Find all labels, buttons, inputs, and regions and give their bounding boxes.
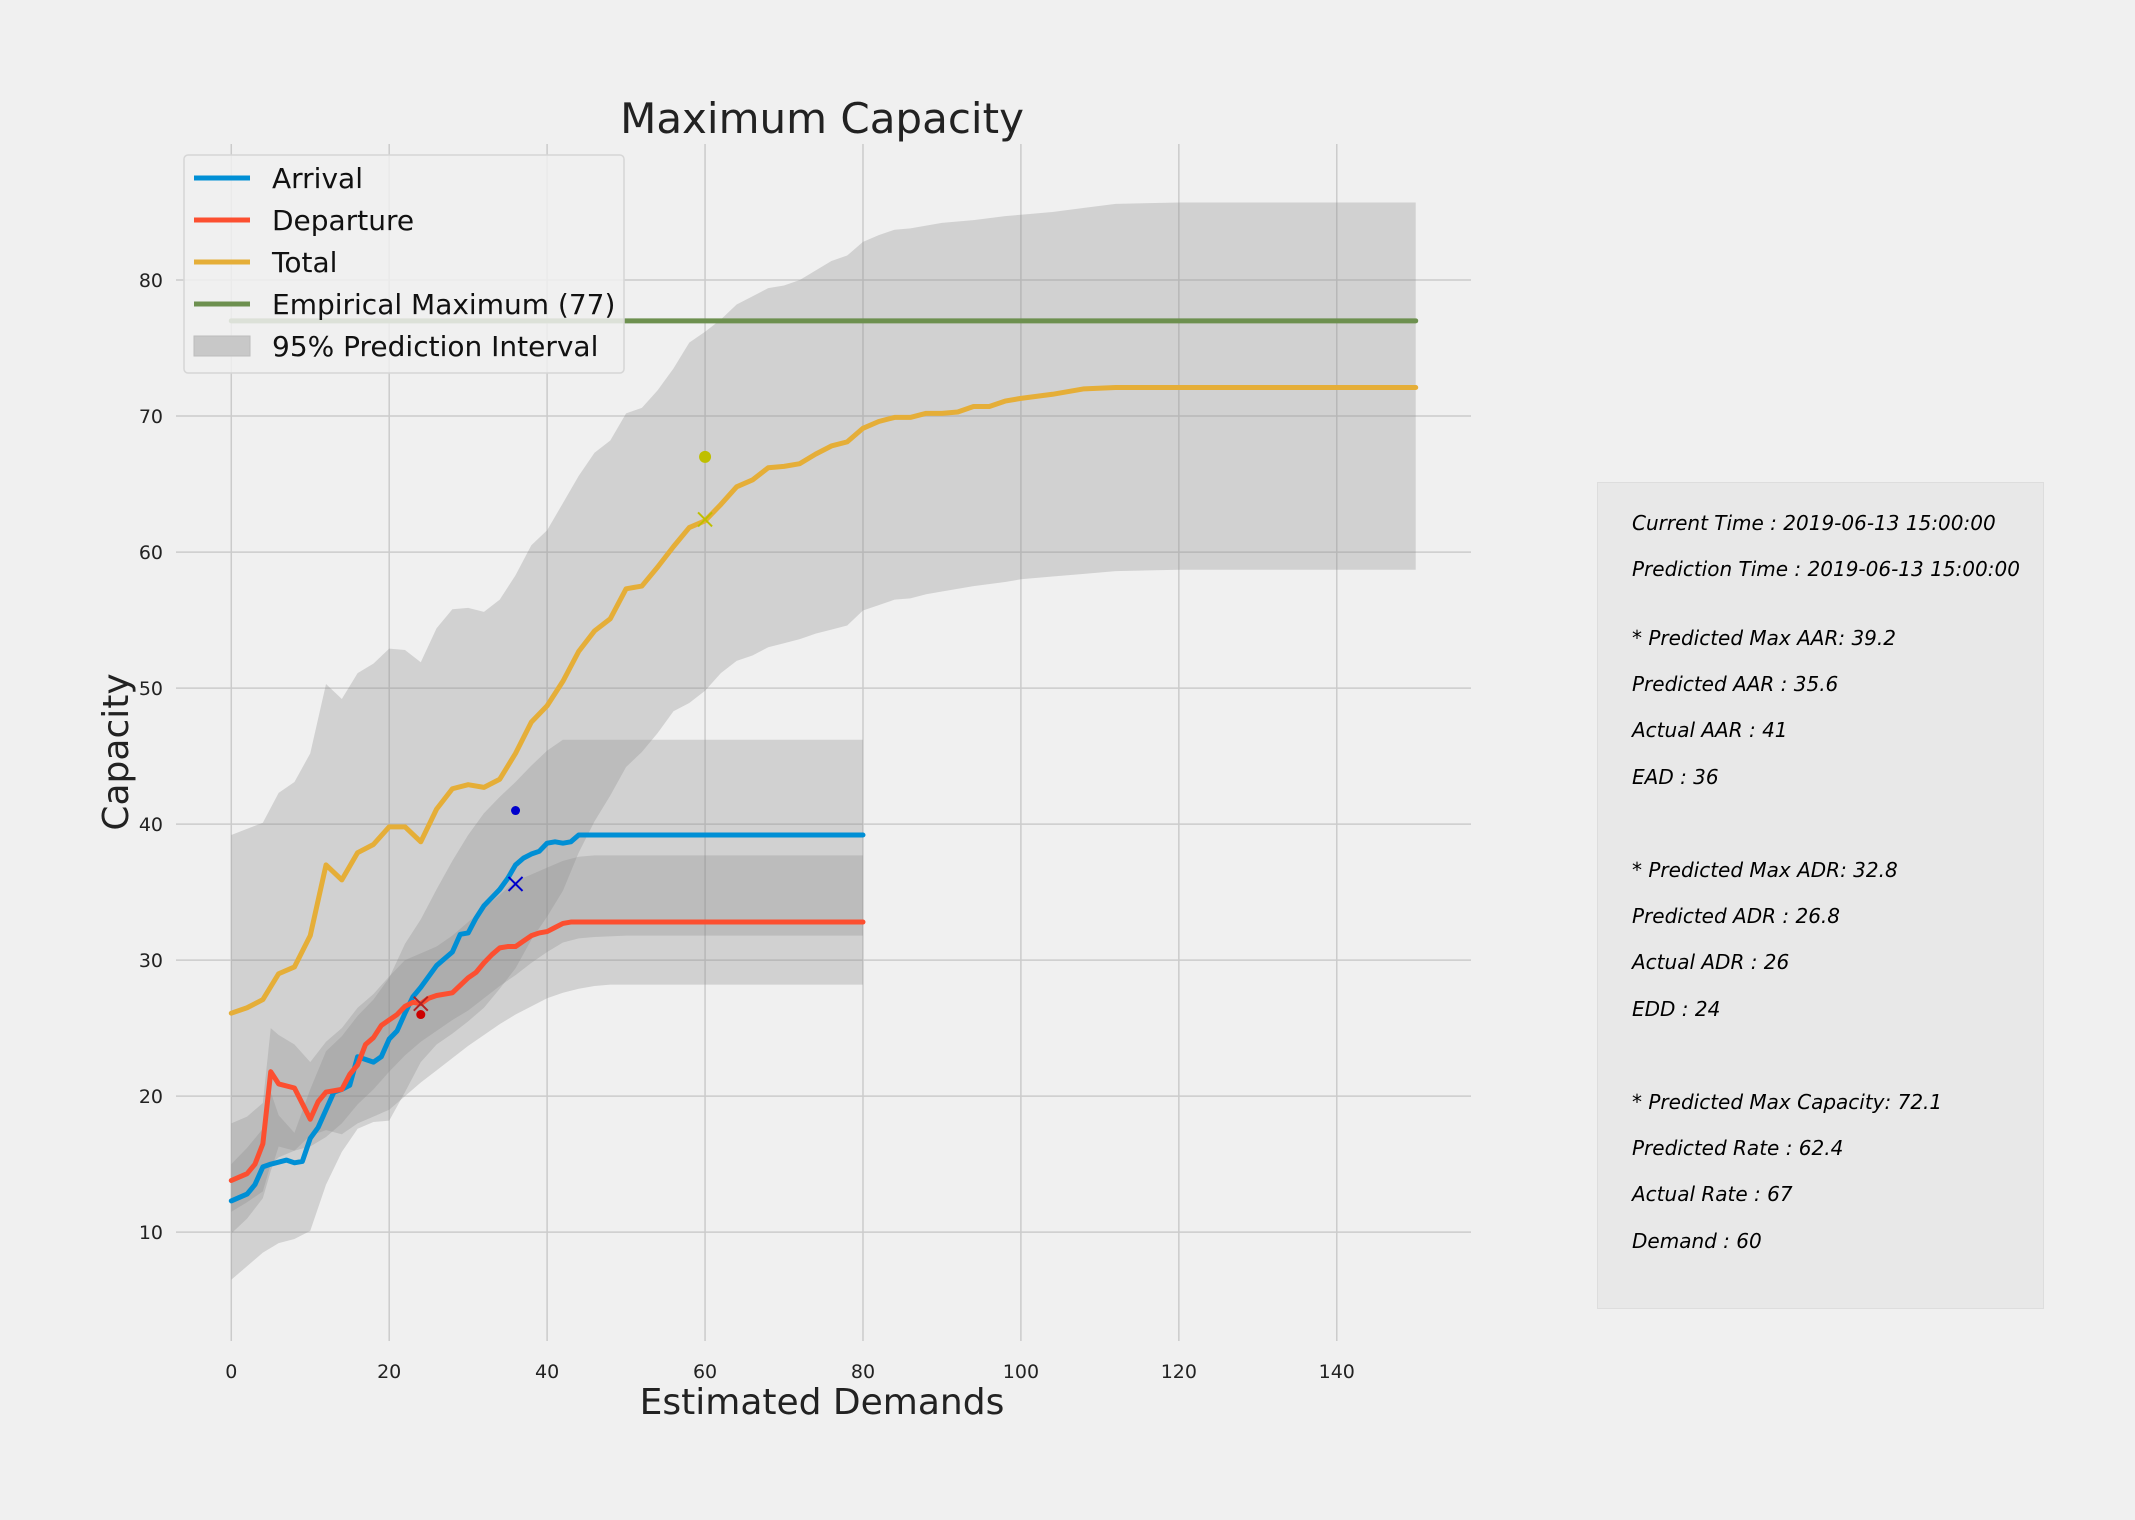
y-axis-label: Capacity xyxy=(96,673,137,830)
predicted-adr-text: Predicted ADR : 26.8 xyxy=(1632,904,1840,928)
predicted-aar-text: Predicted AAR : 35.6 xyxy=(1632,672,1839,696)
x-tick-label-100: 100 xyxy=(1003,1361,1039,1383)
x-tick-label-0: 0 xyxy=(225,1361,237,1383)
y-tick-label-10: 10 xyxy=(139,1222,163,1244)
actual-rate-text: Actual Rate : 67 xyxy=(1632,1182,1793,1206)
chart-title: Maximum Capacity xyxy=(620,94,1024,143)
predicted-rate-text: Predicted Rate : 62.4 xyxy=(1632,1136,1844,1160)
max-adr-text: * Predicted Max ADR: 32.8 xyxy=(1632,858,1898,882)
tick-labels: 0 20 40 60 80 100 120 140 10 20 30 40 50 60 70 80 xyxy=(139,270,1355,1383)
actual-aar-text: Actual AAR : 41 xyxy=(1632,718,1788,742)
prediction-bands xyxy=(231,202,1416,1280)
legend-label-prediction-interval: 95% Prediction Interval xyxy=(272,330,598,363)
legend-label-total: Total xyxy=(271,246,337,279)
legend-box xyxy=(183,154,625,374)
marker-predicted-adr xyxy=(413,995,429,1012)
prediction-band-total xyxy=(231,202,1416,1280)
legend-label-empirical-maximum: Empirical Maximum (77) xyxy=(272,288,615,321)
current-time-text: Current Time : 2019-06-13 15:00:00 xyxy=(1632,511,1996,535)
legend-swatch-prediction-interval xyxy=(193,335,251,357)
ead-text: EAD : 36 xyxy=(1632,765,1719,789)
series-line-total xyxy=(228,384,1419,1016)
x-tick-label-60: 60 xyxy=(693,1361,717,1383)
edd-text: EDD : 24 xyxy=(1632,997,1721,1021)
x-tick-label-40: 40 xyxy=(535,1361,559,1383)
grid-lines xyxy=(176,144,1471,1341)
legend-label-arrival: Arrival xyxy=(272,162,363,195)
point-markers xyxy=(413,450,713,1020)
prediction-time-text: Prediction Time : 2019-06-13 15:00:00 xyxy=(1632,557,2020,581)
marker-actual-aar xyxy=(511,806,521,816)
series-line-arrival xyxy=(228,832,866,1204)
max-aar-text: * Predicted Max AAR: 39.2 xyxy=(1632,626,1896,650)
y-tick-label-30: 30 xyxy=(139,950,163,972)
y-tick-label-40: 40 xyxy=(139,814,163,836)
demand-text: Demand : 60 xyxy=(1632,1229,1762,1253)
x-tick-label-120: 120 xyxy=(1161,1361,1197,1383)
x-tick-label-20: 20 xyxy=(377,1361,401,1383)
max-capacity-text: * Predicted Max Capacity: 72.1 xyxy=(1632,1090,1943,1114)
prediction-info-panel: Current Time : 2019-06-13 15:00:00 Predi… xyxy=(1597,482,2044,1309)
x-axis-label: Estimated Demands xyxy=(640,1382,1005,1423)
actual-adr-text: Actual ADR : 26 xyxy=(1632,950,1790,974)
legend: Arrival Departure Total Empirical Maximu… xyxy=(183,154,625,374)
y-tick-label-60: 60 xyxy=(139,542,163,564)
y-tick-label-80: 80 xyxy=(139,270,163,292)
legend-label-departure: Departure xyxy=(272,204,414,237)
x-tick-label-140: 140 xyxy=(1319,1361,1355,1383)
series-line-departure xyxy=(228,919,866,1183)
prediction-band-arrival xyxy=(231,739,863,1234)
y-tick-label-20: 20 xyxy=(139,1086,163,1108)
marker-predicted-aar xyxy=(507,876,524,892)
y-tick-label-50: 50 xyxy=(139,678,163,700)
x-tick-label-80: 80 xyxy=(851,1361,875,1383)
marker-predicted-rate xyxy=(697,511,713,528)
marker-actual-adr xyxy=(416,1010,426,1020)
marker-actual-rate xyxy=(699,450,712,463)
y-tick-label-70: 70 xyxy=(139,406,163,428)
prediction-band-departure xyxy=(231,855,863,1212)
